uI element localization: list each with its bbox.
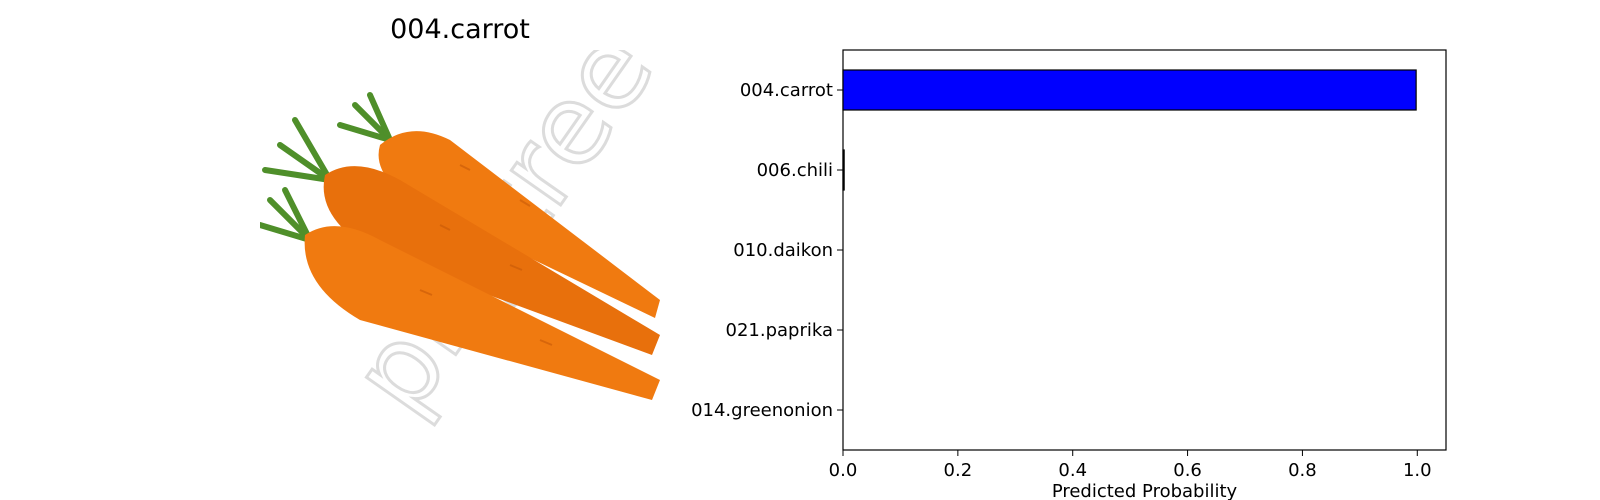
bar-006.chili (842, 149, 845, 191)
x-tick-label: 0.2 (944, 460, 973, 481)
x-tick-label: 0.0 (829, 460, 858, 481)
carrot-leaves (260, 92, 393, 243)
image-title: 004.carrot (390, 14, 530, 45)
y-tick-label: 010.daikon (733, 240, 833, 261)
carrot-illustration: pngtree (260, 50, 660, 436)
x-ticks-group: 0.0 0.2 0.4 0.6 0.8 1.0 (829, 450, 1432, 481)
bars-group (842, 69, 1417, 191)
carrot-1 (378, 131, 660, 318)
carrot-photo: pngtree (260, 50, 660, 448)
x-axis-label: Predicted Probability (1052, 481, 1238, 500)
y-tick-label: 004.carrot (740, 80, 833, 101)
x-tick-label: 0.8 (1288, 460, 1317, 481)
x-tick-label: 0.4 (1058, 460, 1087, 481)
bar-004.carrot (842, 69, 1417, 111)
carrot-2 (323, 166, 660, 355)
y-tick-label: 006.chili (757, 160, 833, 181)
y-tick-label: 014.greenonion (691, 400, 833, 421)
carrot-3 (304, 226, 660, 400)
x-tick-label: 0.6 (1173, 460, 1202, 481)
y-ticks-group: 004.carrot 006.chili 010.daikon 021.paprika… (691, 80, 843, 421)
y-tick-label: 021.paprika (726, 320, 834, 341)
x-tick-label: 1.0 (1403, 460, 1432, 481)
